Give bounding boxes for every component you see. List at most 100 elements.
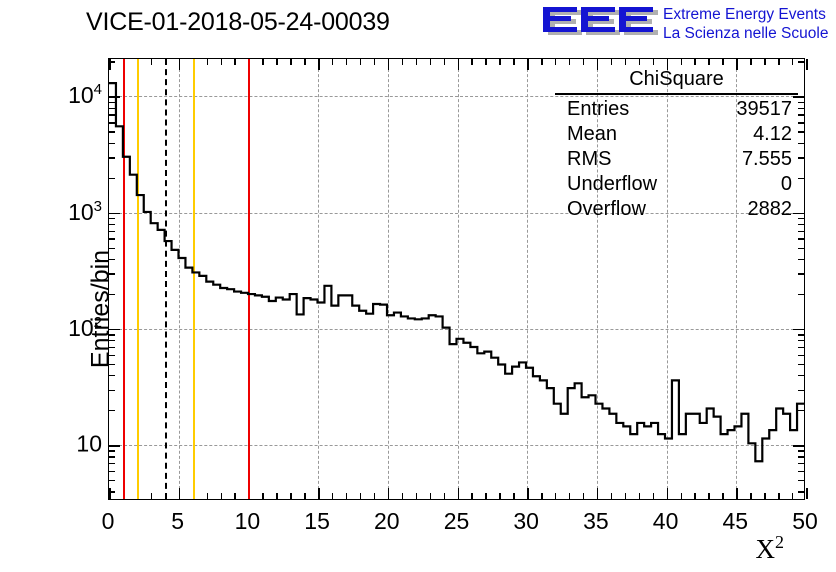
x-tick-minor (750, 493, 752, 499)
x-tick-minor-top (680, 59, 682, 65)
logo-text: Extreme Energy Events La Scienza nelle S… (663, 5, 828, 43)
y-tick-major-right (793, 96, 804, 99)
x-tick-minor-top (304, 59, 306, 65)
y-tick-minor-right (798, 157, 804, 159)
y-tick-label: 103 (50, 198, 102, 226)
grid-line-h (109, 328, 804, 330)
x-tick-major (457, 488, 460, 499)
x-tick-minor-top (708, 59, 710, 65)
y-tick-minor (109, 122, 115, 124)
x-tick-minor-top (471, 59, 473, 65)
y-tick-minor-right (798, 217, 804, 220)
grid-line-v (457, 59, 459, 499)
x-tick-minor (206, 493, 208, 499)
y-tick-minor (109, 142, 115, 145)
x-tick-minor (262, 493, 264, 499)
y-tick-minor (109, 217, 115, 220)
x-tick-major-top (527, 59, 529, 70)
stats-value: 39517 (736, 98, 792, 120)
y-tick-minor-right (798, 450, 804, 452)
x-tick-minor (220, 493, 222, 499)
y-tick-minor (109, 470, 115, 473)
x-tick-minor (610, 493, 613, 499)
x-tick-minor-top (582, 59, 585, 65)
x-tick-minor (345, 493, 348, 499)
y-tick-minor-right (798, 470, 804, 473)
stats-row: Mean 4.12 (555, 122, 798, 147)
x-tick-minor (778, 493, 780, 499)
y-tick-major-right (793, 212, 804, 215)
x-tick-minor-top (624, 59, 627, 65)
x-tick-minor (624, 493, 627, 499)
stats-box: ChiSquare Entries 39517 Mean 4.12 RMS 7.555 Un… (555, 67, 798, 222)
y-tick-minor-right (798, 410, 804, 412)
y-tick-base: 10 (76, 430, 102, 457)
y-tick-minor-right (798, 354, 804, 357)
y-tick-minor-right (798, 258, 804, 261)
x-axis-title-sup: 2 (775, 532, 784, 552)
y-tick-minor (109, 340, 115, 342)
x-tick-minor-top (262, 59, 264, 65)
y-tick-minor-right (798, 346, 804, 349)
logo-line-1: Extreme Energy Events (663, 6, 826, 23)
y-tick-minor (109, 354, 115, 357)
x-axis-title: X2 (756, 532, 785, 565)
y-tick-minor (109, 238, 115, 240)
y-tick-base: 10 (68, 314, 94, 341)
y-tick-minor (109, 450, 115, 452)
y-tick-base: 10 (68, 82, 94, 109)
x-tick-minor-top (220, 59, 222, 65)
x-tick-major-top (806, 59, 808, 70)
stats-key: RMS (567, 148, 612, 170)
x-tick-minor-top (541, 59, 543, 65)
x-tick-minor (429, 493, 431, 499)
y-tick-major (109, 328, 120, 331)
y-tick-major (109, 445, 120, 447)
y-tick-minor-right (798, 293, 804, 296)
x-tick-label: 45 (722, 508, 749, 534)
y-tick-minor (109, 247, 115, 250)
y-tick-minor (109, 410, 115, 412)
y-tick-minor-right (798, 122, 804, 124)
x-tick-minor (541, 493, 543, 499)
page-title: VICE-01-2018-05-24-00039 (86, 8, 390, 36)
y-tick-minor-right (798, 238, 804, 240)
y-tick-label: 104 (50, 82, 102, 110)
y-tick-minor-right (798, 334, 804, 336)
y-tick-minor (109, 177, 115, 180)
y-tick-minor-right (798, 131, 804, 133)
y-tick-minor (109, 480, 115, 482)
marker-line-red-low (122, 59, 125, 499)
stats-row: Underflow 0 (555, 172, 798, 197)
x-tick-major-top (457, 59, 460, 70)
x-tick-minor (415, 493, 418, 499)
stats-value: 7.555 (741, 148, 792, 170)
x-tick-minor-top (750, 59, 752, 65)
stats-key: Underflow (567, 173, 658, 195)
x-tick-minor-top (778, 59, 780, 65)
y-tick-minor-right (798, 177, 804, 180)
x-tick-minor (443, 493, 445, 499)
x-tick-minor-top (443, 59, 445, 65)
y-tick-label: 10 (50, 431, 102, 458)
y-tick-minor-right (798, 61, 804, 63)
x-tick-major (736, 488, 738, 499)
stats-row: Overflow 2882 (555, 197, 798, 222)
x-tick-label: 5 (171, 508, 185, 534)
x-tick-minor-top (555, 59, 557, 65)
y-tick-major-right (793, 328, 804, 331)
y-tick-exponent: 3 (93, 197, 102, 215)
grid-line-h (109, 212, 804, 214)
x-tick-major (387, 488, 390, 499)
histogram-curve (109, 81, 804, 463)
grid-line-v (178, 59, 180, 499)
y-tick-minor-right (798, 375, 804, 377)
x-tick-label: 30 (513, 508, 539, 534)
x-tick-minor (638, 493, 641, 499)
x-tick-label: 15 (304, 508, 330, 534)
x-tick-minor-top (150, 59, 153, 65)
x-tick-major-top (178, 59, 181, 70)
y-tick-minor (109, 273, 115, 275)
marker-line-gold-high (192, 59, 195, 499)
y-tick-minor-right (798, 230, 804, 233)
